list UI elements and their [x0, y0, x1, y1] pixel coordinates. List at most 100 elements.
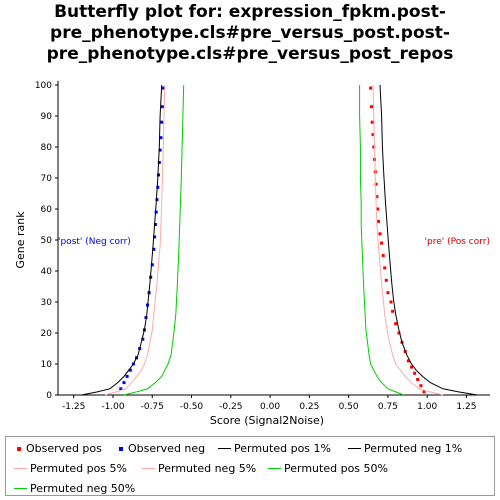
- x-tick-label: 0.25: [299, 402, 319, 412]
- y-tick-label: 50: [41, 236, 53, 246]
- legend-swatch: [348, 448, 361, 449]
- data-point-observed-pos: [406, 359, 410, 363]
- data-point-observed-pos: [377, 219, 380, 223]
- x-tick-label: 0.00: [260, 402, 280, 412]
- chart-title: Butterfly plot for: expression_fpkm.post…: [0, 0, 500, 65]
- data-point-observed-neg: [154, 210, 158, 214]
- y-tick-label: 80: [41, 143, 53, 153]
- data-point-observed-neg: [157, 173, 160, 177]
- x-tick-label: -1.00: [101, 402, 125, 412]
- data-point-observed-pos: [380, 241, 384, 245]
- legend-swatch: [142, 468, 155, 469]
- legend-swatch: [268, 468, 281, 469]
- data-point-observed-neg: [119, 387, 123, 391]
- data-point-observed-pos: [410, 365, 413, 369]
- legend-label: Permuted neg 5%: [158, 462, 257, 475]
- chart-title-line-1: Butterfly plot for: expression_fpkm.post…: [54, 2, 446, 22]
- x-tick-label: -1.25: [62, 402, 85, 412]
- data-point-observed-neg: [161, 105, 164, 109]
- data-point-observed-neg: [152, 247, 156, 251]
- legend-item: Permuted pos 5%: [14, 462, 127, 475]
- series-line-permuted-pos-50: [359, 85, 404, 396]
- series-line-permuted-neg-5: [104, 84, 166, 396]
- y-tick-label: 100: [35, 81, 52, 91]
- legend-label: Observed pos: [26, 442, 102, 455]
- series-line-permuted-neg-1: [81, 84, 163, 396]
- data-point-observed-pos: [422, 390, 426, 394]
- data-point-observed-pos: [413, 371, 417, 375]
- x-tick-label: 0.50: [339, 402, 359, 412]
- data-point-observed-pos: [371, 133, 375, 137]
- data-point-observed-pos: [372, 145, 376, 149]
- legend: Observed pos Observed neg Permuted pos 1% P…: [5, 436, 495, 496]
- legend-swatch: [119, 446, 123, 451]
- series-line-permuted-pos-1: [379, 84, 478, 396]
- x-tick-label: 1.25: [456, 402, 476, 412]
- data-point-observed-neg: [125, 374, 129, 378]
- data-point-observed-pos: [383, 266, 387, 270]
- legend-item: Permuted neg 1%: [348, 442, 462, 455]
- legend-swatch: [14, 468, 27, 469]
- legend-swatch: [17, 446, 21, 451]
- data-point-observed-pos: [378, 232, 382, 236]
- data-point-observed-pos: [419, 384, 423, 388]
- legend-item: Permuted pos 50%: [268, 462, 388, 475]
- legend-label: Permuted neg 1%: [364, 442, 463, 455]
- x-tick-label: 1.00: [417, 402, 437, 412]
- data-point-observed-neg: [156, 185, 160, 189]
- data-point-observed-neg: [141, 337, 145, 341]
- y-tick-label: 30: [41, 298, 53, 308]
- data-point-observed-pos: [370, 120, 374, 124]
- data-point-observed-neg: [150, 263, 154, 267]
- pos-corr-annotation: 'pre' (Pos corr): [425, 237, 490, 247]
- neg-corr-annotation: 'post' (Neg corr): [58, 237, 131, 247]
- legend-label: Permuted pos 1%: [234, 442, 331, 455]
- series-line-permuted-neg-50: [123, 84, 185, 396]
- data-point-observed-pos: [381, 254, 385, 257]
- legend-label: Permuted neg 50%: [30, 482, 136, 495]
- data-point-observed-pos: [394, 322, 398, 326]
- y-tick-label: 0: [46, 391, 52, 401]
- series-line-permuted-pos-5: [372, 84, 444, 396]
- y-tick-label: 10: [41, 360, 53, 370]
- chart-title-line-2: pre_phenotype.cls#pre_versus_post.post-: [50, 23, 450, 43]
- legend-item: Permuted pos 1%: [218, 442, 331, 455]
- legend-label: Observed neg: [128, 442, 206, 455]
- legend-swatch: [14, 488, 27, 489]
- legend-item: Permuted neg 50%: [14, 482, 135, 495]
- x-tick-label: -0.25: [219, 402, 242, 412]
- legend-item: Observed neg: [116, 442, 205, 455]
- x-tick-label: -0.75: [141, 402, 164, 412]
- data-point-observed-pos: [375, 195, 379, 199]
- legend-item: Permuted neg 5%: [142, 462, 256, 475]
- series-layer: [81, 84, 478, 396]
- x-axis-label: Score (Signal2Noise): [210, 414, 324, 427]
- y-tick-label: 60: [41, 205, 53, 215]
- legend-swatch: [218, 448, 231, 449]
- legend-label: Permuted pos 50%: [284, 462, 388, 475]
- data-point-observed-pos: [376, 207, 380, 211]
- data-point-observed-neg: [155, 198, 159, 202]
- data-point-observed-neg: [128, 368, 132, 372]
- data-point-observed-pos: [389, 300, 393, 304]
- butterfly-plot: 0 10 20 30 40 50 60 70 80 90 100 -1.25 -1.00 -0.75 -0.…: [14, 81, 490, 427]
- data-point-observed-neg: [153, 223, 157, 226]
- data-point-observed-pos: [369, 86, 373, 90]
- data-point-observed-neg: [153, 235, 157, 239]
- data-point-observed-pos: [391, 309, 395, 313]
- x-tick-label: -0.50: [180, 402, 204, 412]
- y-tick-label: 40: [41, 267, 53, 277]
- data-point-observed-neg: [160, 120, 164, 124]
- data-point-observed-pos: [374, 182, 378, 186]
- legend-item: Observed pos: [14, 442, 102, 455]
- data-point-observed-neg: [157, 161, 161, 164]
- data-point-observed-neg: [158, 148, 162, 152]
- y-tick-label: 90: [41, 112, 53, 122]
- data-point-observed-neg: [161, 86, 165, 90]
- data-point-observed-neg: [122, 381, 126, 385]
- y-tick-label: 70: [41, 174, 53, 184]
- x-tick-label: 0.75: [378, 402, 398, 412]
- y-tick-label: 20: [41, 329, 53, 339]
- chart-title-line-3: pre_phenotype.cls#pre_versus_post_repos: [46, 44, 454, 64]
- data-point-observed-pos: [384, 278, 388, 282]
